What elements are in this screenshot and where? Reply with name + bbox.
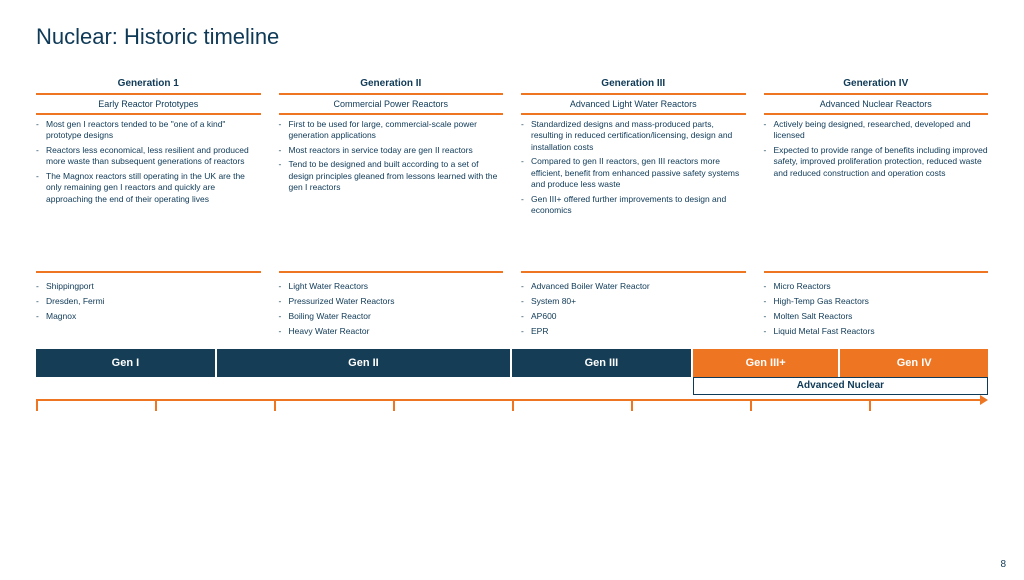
divider [764, 271, 989, 273]
timeline-bar: Gen II [217, 349, 512, 377]
example-item: AP600 [521, 311, 746, 323]
bullet: Most gen I reactors tended to be "one of… [36, 119, 261, 142]
column-examples: Shippingport Dresden, Fermi Magnox [36, 277, 261, 335]
bullet: Reactors less economical, less resilient… [36, 145, 261, 168]
axis-tick [512, 399, 514, 411]
example-item: High-Temp Gas Reactors [764, 296, 989, 308]
bullet: Gen III+ offered further improvements to… [521, 194, 746, 217]
timeline-bar: Gen III [512, 349, 693, 377]
divider [764, 93, 989, 95]
bullet: First to be used for large, commercial-s… [279, 119, 504, 142]
bullet: Standardized designs and mass-produced p… [521, 119, 746, 153]
column-examples: Light Water Reactors Pressurized Water Re… [279, 277, 504, 338]
advanced-nuclear-box: Advanced Nuclear [693, 377, 988, 395]
page-title: Nuclear: Historic timeline [36, 24, 988, 50]
column-gen2: Generation II Commercial Power Reactors Fi… [279, 78, 504, 341]
bullet: Most reactors in service today are gen I… [279, 145, 504, 156]
axis-line [36, 399, 982, 401]
timeline-bar: Gen III+ [693, 349, 841, 377]
column-gen3: Generation III Advanced Light Water React… [521, 78, 746, 341]
bullet: Expected to provide range of benefits in… [764, 145, 989, 179]
axis-tick [750, 399, 752, 411]
column-heading: Generation II [279, 78, 504, 91]
columns-container: Generation 1 Early Reactor Prototypes Most… [36, 78, 988, 341]
bullet: Compared to gen II reactors, gen III rea… [521, 156, 746, 190]
axis-arrow-icon [980, 395, 988, 405]
example-item: Molten Salt Reactors [764, 311, 989, 323]
divider [521, 113, 746, 115]
axis-tick [631, 399, 633, 411]
column-gen4: Generation IV Advanced Nuclear Reactors Ac… [764, 78, 989, 341]
axis-tick [155, 399, 157, 411]
timeline-bars: Gen IGen IIGen IIIGen III+Gen IV [36, 349, 988, 377]
bullet: Tend to be designed and built according … [279, 159, 504, 193]
column-heading: Generation IV [764, 78, 989, 91]
column-heading: Generation III [521, 78, 746, 91]
column-subheading: Early Reactor Prototypes [36, 99, 261, 111]
example-item: Boiling Water Reactor [279, 311, 504, 323]
page-number: 8 [1000, 559, 1006, 570]
column-examples: Micro Reactors High-Temp Gas Reactors Molt… [764, 277, 989, 338]
column-body: Actively being designed, researched, dev… [764, 119, 989, 269]
slide: Nuclear: Historic timeline Generation 1 E… [0, 0, 1024, 580]
column-body: First to be used for large, commercial-s… [279, 119, 504, 269]
example-item: Light Water Reactors [279, 281, 504, 293]
bullet: Actively being designed, researched, dev… [764, 119, 989, 142]
advanced-spacer [36, 377, 693, 395]
column-subheading: Advanced Light Water Reactors [521, 99, 746, 111]
column-subheading: Advanced Nuclear Reactors [764, 99, 989, 111]
divider [36, 271, 261, 273]
divider [279, 271, 504, 273]
example-item: EPR [521, 326, 746, 338]
example-item: Dresden, Fermi [36, 296, 261, 308]
example-item: System 80+ [521, 296, 746, 308]
divider [764, 113, 989, 115]
example-item: Heavy Water Reactor [279, 326, 504, 338]
column-subheading: Commercial Power Reactors [279, 99, 504, 111]
advanced-row: Advanced Nuclear [36, 377, 988, 395]
divider [36, 93, 261, 95]
example-item: Micro Reactors [764, 281, 989, 293]
divider [279, 93, 504, 95]
timeline: Gen IGen IIGen IIIGen III+Gen IV Advance… [36, 349, 988, 417]
axis-tick [274, 399, 276, 411]
column-examples: Advanced Boiler Water Reactor System 80+ A… [521, 277, 746, 338]
example-item: Magnox [36, 311, 261, 323]
divider [521, 93, 746, 95]
example-item: Liquid Metal Fast Reactors [764, 326, 989, 338]
timeline-axis [36, 399, 988, 417]
column-heading: Generation 1 [36, 78, 261, 91]
bullet: The Magnox reactors still operating in t… [36, 171, 261, 205]
axis-tick [869, 399, 871, 411]
divider [521, 271, 746, 273]
divider [36, 113, 261, 115]
column-gen1: Generation 1 Early Reactor Prototypes Most… [36, 78, 261, 341]
example-item: Pressurized Water Reactors [279, 296, 504, 308]
timeline-bar: Gen IV [840, 349, 988, 377]
divider [279, 113, 504, 115]
column-body: Most gen I reactors tended to be "one of… [36, 119, 261, 269]
example-item: Shippingport [36, 281, 261, 293]
axis-tick [393, 399, 395, 411]
axis-tick [36, 399, 38, 411]
example-item: Advanced Boiler Water Reactor [521, 281, 746, 293]
column-body: Standardized designs and mass-produced p… [521, 119, 746, 269]
timeline-bar: Gen I [36, 349, 217, 377]
